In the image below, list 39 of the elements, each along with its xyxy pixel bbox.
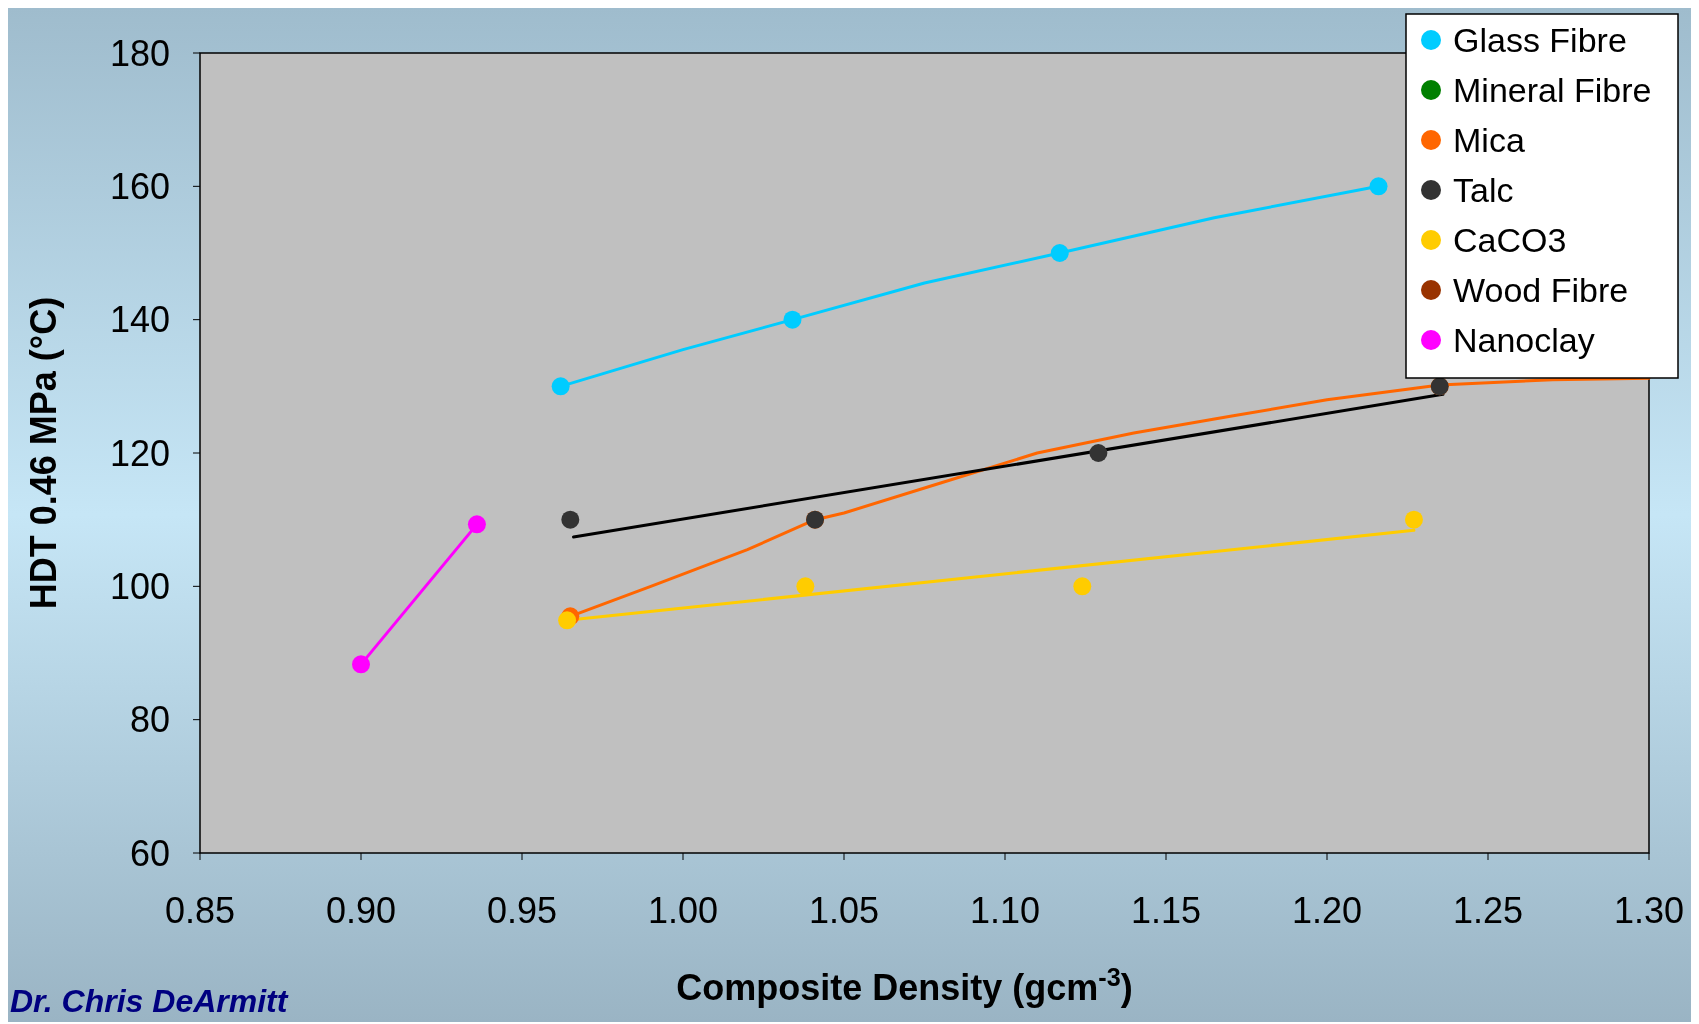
x-tick-label: 1.00	[647, 890, 719, 931]
y-tick-label: 100	[109, 565, 170, 607]
point	[1073, 577, 1092, 596]
legend-label: Mica	[1453, 120, 1525, 159]
x-tick-label: 0.90	[325, 890, 397, 931]
x-tick-label: 1.05	[808, 890, 880, 931]
y-axis-title: HDT 0.46 MPa (°C)	[23, 296, 64, 610]
point	[1404, 510, 1423, 529]
point	[352, 655, 370, 674]
legend-label: Wood Fibre	[1453, 270, 1629, 309]
point	[1050, 244, 1069, 262]
x-tick-label: 1.25	[1452, 890, 1524, 931]
x-tick-label: 1.15	[1130, 890, 1202, 931]
x-tick-label: 1.10	[969, 890, 1041, 931]
point	[561, 510, 580, 529]
y-tick-label: 80	[129, 699, 170, 741]
legend-label: Talc	[1453, 170, 1514, 209]
x-tick-label: 0.95	[486, 890, 558, 931]
text: Dr. Chris DeArmitt	[10, 983, 289, 1019]
x-axis-title: Composite Density (gcm$^{-3}$)	[676, 963, 1133, 1008]
legend-label: Mineral Fibre	[1453, 70, 1652, 109]
point	[1089, 444, 1108, 462]
legend-label: CaCO3	[1453, 220, 1567, 259]
y-tick-label: 60	[129, 832, 170, 874]
x-tick-label: 0.85	[164, 890, 236, 931]
point	[1369, 177, 1388, 196]
legend-label: Glass Fibre	[1453, 20, 1627, 59]
x-tick-label: 1.30	[1613, 890, 1685, 931]
point	[558, 611, 577, 630]
y-tick-label: 180	[109, 32, 170, 74]
point	[467, 515, 486, 534]
y-tick-label: 160	[109, 165, 170, 207]
y-tick-label: 120	[109, 432, 170, 474]
point	[783, 310, 802, 329]
point	[796, 577, 815, 596]
point	[551, 377, 570, 396]
y-tick-label: 140	[109, 299, 170, 341]
x-tick-label: 1.20	[1291, 890, 1363, 931]
legend-label: Nanoclay	[1453, 320, 1595, 359]
